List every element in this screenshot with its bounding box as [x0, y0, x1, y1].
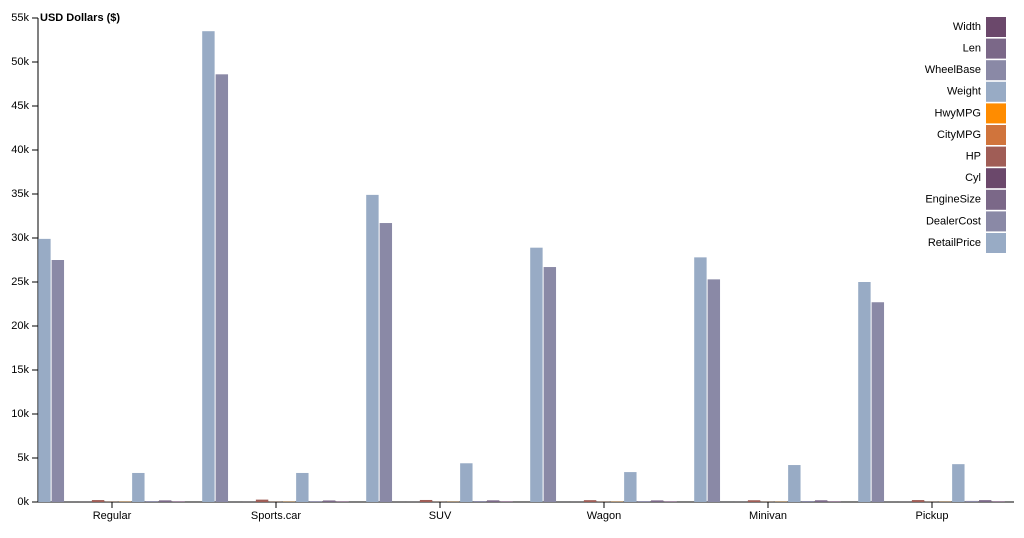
bar [158, 500, 172, 502]
bar [828, 501, 841, 502]
bar [664, 501, 677, 502]
bar [202, 31, 215, 502]
x-tick-label: Pickup [915, 510, 948, 522]
bar [419, 499, 433, 502]
legend-label: WheelBase [925, 64, 981, 76]
y-tick-label: 35k [11, 188, 29, 200]
y-tick-label: 30k [11, 232, 29, 244]
bar [637, 501, 650, 502]
bar [965, 500, 978, 502]
legend-swatch [986, 17, 1006, 37]
legend-label: HP [966, 151, 981, 163]
bar [296, 472, 309, 502]
bar [91, 500, 105, 502]
bar [486, 500, 500, 502]
bar [500, 501, 513, 502]
legend-swatch [986, 233, 1006, 253]
legend-label: Weight [947, 86, 981, 98]
x-tick-label: Regular [93, 510, 132, 522]
x-tick-label: Minivan [749, 510, 787, 522]
legend-swatch [986, 146, 1006, 167]
legend-label: HwyMPG [935, 107, 981, 119]
y-tick-label: 45k [11, 100, 29, 112]
legend-swatch [986, 38, 1006, 59]
legend-label: DealerCost [926, 215, 981, 227]
bar [366, 194, 379, 502]
bar [788, 465, 801, 502]
bar [707, 279, 721, 502]
x-tick-label: Sports.car [251, 510, 301, 522]
y-tick-label: 20k [11, 320, 29, 332]
legend-label: RetailPrice [928, 237, 981, 249]
legend-label: Len [963, 43, 981, 55]
legend-label: EngineSize [925, 194, 981, 206]
bar [650, 500, 664, 502]
bar [911, 500, 925, 502]
bar [145, 501, 158, 502]
bar [978, 500, 992, 502]
y-tick-label: 0k [17, 496, 29, 508]
y-tick-label: 15k [11, 364, 29, 376]
y-tick-label: 50k [11, 56, 29, 68]
bar [624, 472, 637, 502]
y-tick-label: 5k [17, 452, 29, 464]
bar [309, 501, 322, 502]
y-tick-label: 40k [11, 144, 29, 156]
bar [336, 501, 349, 502]
legend-swatch [986, 189, 1006, 210]
y-tick-label: 25k [11, 276, 29, 288]
legend-label: CityMPG [937, 129, 981, 141]
x-tick-label: Wagon [587, 510, 621, 522]
legend-label: Cyl [965, 172, 981, 184]
bar [255, 499, 269, 502]
x-tick-label: SUV [429, 510, 452, 522]
bar [694, 257, 707, 502]
bar [530, 247, 543, 502]
bar [215, 74, 229, 502]
bar [473, 501, 486, 502]
bar [132, 472, 145, 502]
bar [38, 238, 51, 502]
bar [51, 260, 65, 502]
bar [460, 463, 473, 502]
bar [814, 500, 828, 502]
bar [871, 302, 885, 502]
legend-swatch [986, 103, 1006, 124]
legend-swatch [986, 81, 1006, 102]
legend-swatch [986, 168, 1006, 189]
bar [543, 267, 557, 502]
bar [858, 282, 871, 502]
y-tick-label: 10k [11, 408, 29, 420]
legend-swatch [986, 60, 1006, 81]
bar [583, 500, 597, 502]
bar [379, 223, 393, 503]
bar [322, 500, 336, 502]
bar [952, 464, 965, 502]
y-axis-label: USD Dollars ($) [40, 12, 120, 24]
y-tick-label: 55k [11, 12, 29, 24]
bar [172, 501, 185, 502]
bar [992, 501, 1005, 502]
legend-swatch [986, 125, 1006, 145]
bar [801, 500, 814, 502]
legend-label: Width [953, 21, 981, 33]
legend-swatch [986, 211, 1006, 232]
bar [747, 500, 761, 502]
